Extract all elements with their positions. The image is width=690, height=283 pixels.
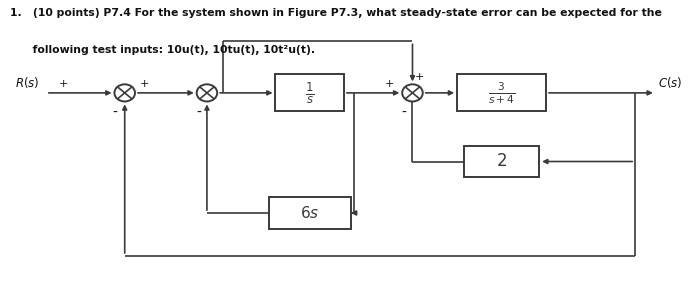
Text: +: +	[140, 80, 149, 89]
Text: 1.   (10 points) P7.4 For the system shown in Figure P7.3, what steady-state err: 1. (10 points) P7.4 For the system shown…	[10, 8, 662, 18]
Circle shape	[115, 84, 135, 102]
Text: -: -	[402, 106, 406, 119]
Circle shape	[197, 84, 217, 102]
Bar	[268, 197, 351, 229]
Bar	[464, 146, 540, 177]
Circle shape	[402, 84, 423, 102]
Text: $C(s)$: $C(s)$	[658, 75, 682, 90]
Text: $R(s)$: $R(s)$	[15, 75, 39, 90]
Bar	[457, 74, 546, 112]
Text: -: -	[196, 106, 201, 119]
Text: -: -	[112, 106, 117, 119]
Text: $\frac{1}{s}$: $\frac{1}{s}$	[305, 80, 315, 106]
Text: +: +	[415, 72, 424, 82]
Text: $6s$: $6s$	[300, 205, 319, 221]
Text: +: +	[385, 80, 395, 89]
Text: following test inputs: 10u(t), 10tu(t), 10t²u(t).: following test inputs: 10u(t), 10tu(t), …	[10, 45, 315, 55]
Text: +: +	[59, 80, 68, 89]
Bar	[275, 74, 344, 112]
Text: $2$: $2$	[496, 153, 507, 170]
Text: $\frac{3}{s+4}$: $\frac{3}{s+4}$	[488, 80, 515, 106]
